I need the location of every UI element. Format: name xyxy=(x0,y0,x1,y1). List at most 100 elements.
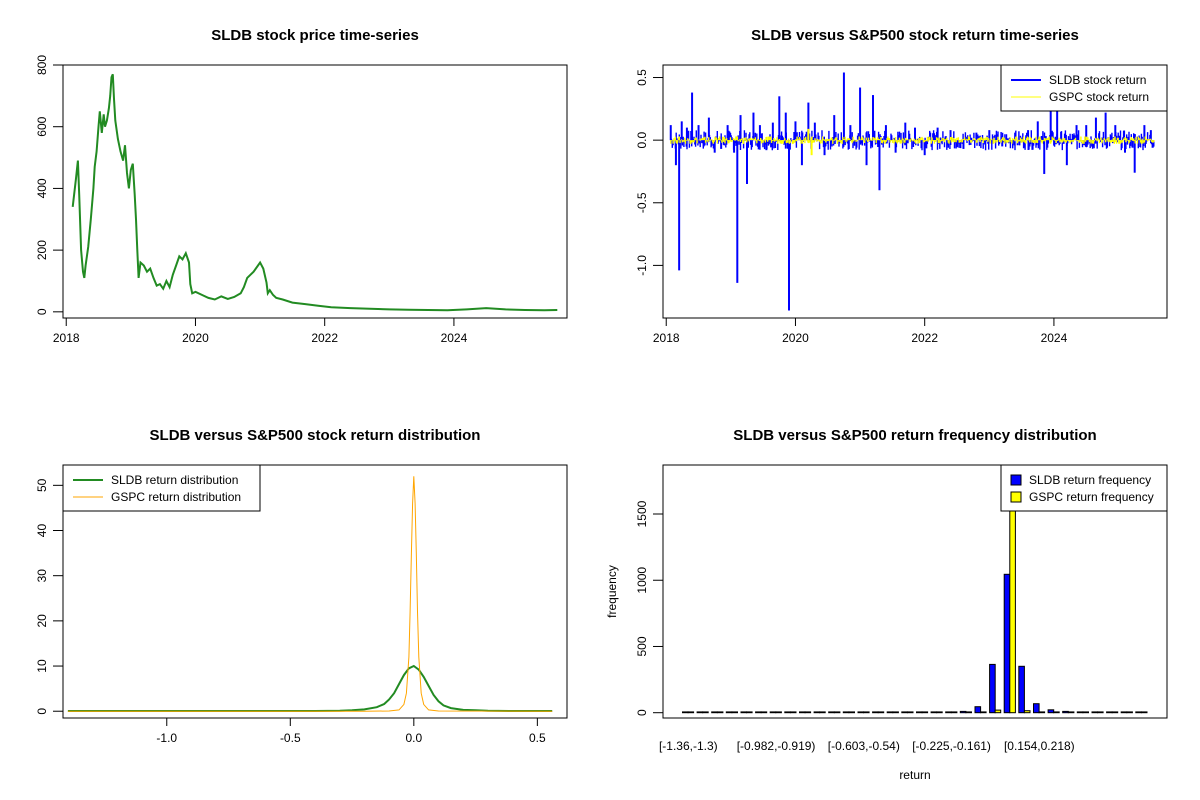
bar-0 xyxy=(1091,711,1099,714)
y-tick-label: 0.5 xyxy=(635,69,649,86)
plot-frame xyxy=(62,64,568,319)
bar-1 xyxy=(1023,710,1031,714)
bar-1 xyxy=(833,711,841,714)
bar-0 xyxy=(959,710,967,714)
bar-1 xyxy=(863,711,870,714)
legend-swatch xyxy=(1010,474,1022,486)
legend-swatch xyxy=(1010,491,1022,503)
y-tick-label: 20 xyxy=(35,614,49,628)
bar-1 xyxy=(1097,711,1104,714)
bar-0 xyxy=(769,711,777,714)
bar-1 xyxy=(804,711,812,714)
bar-1 xyxy=(702,711,709,714)
bar-0 xyxy=(740,711,748,714)
x-axis: [-1.36,-1.3) [-0.982,-0.919) [-0.603,-0.54… xyxy=(659,739,1075,753)
bar-0 xyxy=(945,711,952,714)
chart-price: SLDB stock price time-series 0 200 400 600 80… xyxy=(35,27,568,345)
plot-frame xyxy=(62,464,568,719)
x-axis: -1.0 -0.5 0.0 0.5 xyxy=(156,718,546,745)
bar-1 xyxy=(921,711,929,714)
bar-1 xyxy=(1126,711,1133,714)
y-tick-label: 1500 xyxy=(635,500,649,527)
bar-0 xyxy=(886,711,894,714)
y-tick-label: 800 xyxy=(35,55,49,75)
legend-label: GSPC return frequency xyxy=(1029,490,1154,504)
legend-label: SLDB stock return xyxy=(1049,73,1146,87)
bar-0 xyxy=(1003,573,1011,714)
bar-0 xyxy=(901,711,908,714)
y-tick-label: -0.5 xyxy=(635,192,649,213)
legend-label: SLDB return distribution xyxy=(111,473,238,487)
bar-0 xyxy=(872,711,879,714)
x-tick-label: 2024 xyxy=(1041,331,1068,345)
bar-1 xyxy=(716,711,724,714)
bar-0 xyxy=(1033,703,1040,714)
y-axis: 0 500 1000 1500 xyxy=(635,500,663,716)
bar-1 xyxy=(731,711,739,714)
y-tick-label: 0.0 xyxy=(635,131,649,148)
bar-0 xyxy=(784,711,791,714)
bar-0 xyxy=(1018,665,1025,714)
bar-0 xyxy=(974,706,982,714)
y-axis: 0.5 0.0 -0.5 -1.0 xyxy=(635,69,663,276)
legend-box xyxy=(62,464,261,512)
x-tick-label: 2022 xyxy=(311,331,338,345)
x-axis: 2018 2020 2022 2024 xyxy=(53,318,468,345)
bar-1 xyxy=(1053,711,1060,714)
chart-frequency: SLDB versus S&P500 return frequency dist… xyxy=(605,427,1168,782)
x-tick-label: 0.5 xyxy=(529,731,546,745)
bar-1 xyxy=(848,711,856,714)
bar-1 xyxy=(994,709,1002,714)
y-tick-label: 0 xyxy=(635,709,649,716)
x-tick-label: -0.5 xyxy=(280,731,301,745)
chart-title: SLDB stock price time-series xyxy=(211,27,419,44)
bar-1 xyxy=(760,711,768,714)
y-tick-label: 400 xyxy=(35,178,49,198)
x-tick-label: 2020 xyxy=(182,331,209,345)
x-category-label: [-0.982,-0.919) xyxy=(737,739,816,753)
x-tick-label: -1.0 xyxy=(156,731,177,745)
x-tick-label: 2020 xyxy=(782,331,809,345)
y-tick-label: 0 xyxy=(35,308,49,315)
bar-0 xyxy=(696,711,704,714)
bar-0 xyxy=(1106,711,1113,714)
y-tick-label: 500 xyxy=(635,636,649,656)
plot-frame xyxy=(662,64,1168,319)
bar-0 xyxy=(799,711,806,714)
bar-0 xyxy=(1047,709,1055,714)
legend-box xyxy=(1000,64,1168,112)
chart-title: SLDB versus S&P500 return frequency dist… xyxy=(733,427,1096,444)
y-tick-label: 40 xyxy=(35,524,49,538)
y-tick-label: 600 xyxy=(35,116,49,136)
bar-0 xyxy=(813,711,821,714)
y-tick-label: 10 xyxy=(35,659,49,673)
x-category-label: [-1.36,-1.3) xyxy=(659,739,718,753)
x-category-label: [0.154,0.218) xyxy=(1004,739,1075,753)
bar-1 xyxy=(892,711,899,714)
bar-1 xyxy=(1111,711,1119,714)
bar-1 xyxy=(980,711,987,714)
series-line-0 xyxy=(67,664,553,712)
x-axis: 2018 2020 2022 2024 xyxy=(653,318,1068,345)
bar-1 xyxy=(1140,711,1148,714)
bar-1 xyxy=(746,711,753,714)
bar-0 xyxy=(755,711,762,714)
y-axis: 0 200 400 600 800 xyxy=(35,55,63,315)
bar-0 xyxy=(711,711,718,714)
bar-1 xyxy=(1067,711,1075,714)
chart-returns: SLDB versus S&P500 stock return time-ser… xyxy=(635,27,1168,345)
y-tick-label: 50 xyxy=(35,478,49,492)
bar-0 xyxy=(842,711,850,714)
legend-label: GSPC stock return xyxy=(1049,90,1149,104)
legend: SLDB stock return GSPC stock return xyxy=(1000,64,1168,112)
series-line-0 xyxy=(71,73,558,312)
bar-1 xyxy=(789,711,797,714)
x-category-label: [-0.603,-0.54) xyxy=(828,739,900,753)
legend-box xyxy=(1000,464,1168,512)
bar-0 xyxy=(1135,711,1142,714)
x-tick-label: 2018 xyxy=(653,331,680,345)
bar-1 xyxy=(775,711,782,714)
y-axis: 0 10 20 30 40 50 xyxy=(35,478,63,715)
bar-0 xyxy=(1120,711,1128,714)
